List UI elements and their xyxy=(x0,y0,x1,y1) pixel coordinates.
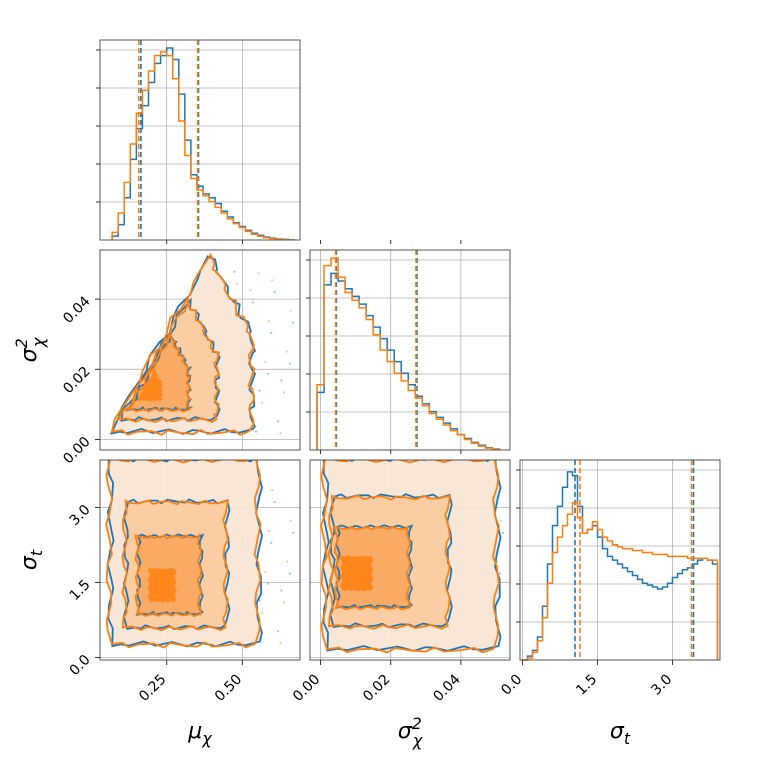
sample-point xyxy=(266,372,270,375)
sample-point xyxy=(249,289,252,292)
density-fill-series-2 xyxy=(147,567,177,603)
sample-point xyxy=(257,272,260,275)
sample-point xyxy=(273,291,276,294)
sample-point xyxy=(264,360,267,363)
sample-point xyxy=(498,572,501,575)
sample-point xyxy=(499,519,502,522)
x-axis-label-sigma-t: σt xyxy=(610,719,631,748)
histogram-series-1 xyxy=(522,471,719,661)
x-axis-label-sigma-chi: σ2 χ xyxy=(398,714,423,750)
sample-point xyxy=(270,541,273,545)
sample-point xyxy=(264,570,267,573)
sample-point xyxy=(260,611,264,614)
contour-series-1 xyxy=(135,533,205,617)
marginal-mu xyxy=(96,40,300,241)
contour-series-2 xyxy=(320,460,500,654)
sample-point xyxy=(271,279,274,282)
sample-point xyxy=(266,582,270,585)
x-tick-label: 0.04 xyxy=(430,671,463,704)
contour-series-2 xyxy=(105,460,262,649)
marginal-st xyxy=(516,460,720,661)
x-axis-label-mu: μχ xyxy=(187,719,212,748)
contour-series-2 xyxy=(116,298,220,424)
joint-mu-s2 xyxy=(100,250,300,450)
x-tick-label: 0.0 xyxy=(498,672,525,699)
sample-point xyxy=(288,362,291,365)
joint-s2-st xyxy=(310,460,510,660)
joint-mu-st xyxy=(100,460,300,660)
sample-point xyxy=(279,432,282,435)
joint-frame xyxy=(99,249,301,451)
marginal-frame xyxy=(519,459,721,661)
y-tick-label: 3.0 xyxy=(67,502,94,529)
marginal-frame xyxy=(309,249,511,451)
y-tick-label: 1.5 xyxy=(67,577,94,604)
sample-point xyxy=(292,321,295,324)
histogram-series-2 xyxy=(522,501,719,661)
sample-point xyxy=(276,630,280,633)
sample-point xyxy=(260,401,264,404)
joint-frame xyxy=(99,459,301,661)
sample-point xyxy=(267,319,270,323)
sample-point xyxy=(282,391,286,394)
y-axis-label-sigma-t: σt xyxy=(17,549,46,570)
sample-point xyxy=(289,309,292,312)
sample-point xyxy=(233,270,236,273)
contour-series-2 xyxy=(125,332,192,413)
contour-series-2 xyxy=(333,524,412,611)
sample-point xyxy=(502,531,505,534)
sample-point xyxy=(282,601,286,604)
sample-point xyxy=(276,420,280,423)
histogram-series-2 xyxy=(316,257,501,450)
marginal-s2 xyxy=(306,250,510,450)
x-tick-label: 1.5 xyxy=(573,672,600,699)
x-tick-label: 0.50 xyxy=(212,672,245,705)
sample-point xyxy=(271,489,274,492)
y-axis-label-sigma-chi: σ2χ xyxy=(12,337,48,362)
sample-point xyxy=(270,331,273,334)
contour-series-2 xyxy=(327,494,452,630)
y-tick-label: 0.0 xyxy=(67,652,94,679)
contour-series-2 xyxy=(121,498,230,632)
x-tick-label: 0.02 xyxy=(360,672,393,705)
marginal-frame xyxy=(99,39,301,241)
sample-point xyxy=(279,642,282,645)
contour-series-1 xyxy=(334,524,414,610)
sample-point xyxy=(288,572,291,575)
sample-point xyxy=(251,301,254,304)
histogram-series-1 xyxy=(316,272,501,450)
density-fill-series-2 xyxy=(340,555,374,592)
sample-point xyxy=(280,589,283,592)
contour-series-2 xyxy=(134,533,203,618)
sample-point xyxy=(235,282,238,285)
density-fill-series-2 xyxy=(137,368,164,402)
y-tick-label: 0.02 xyxy=(60,364,93,397)
contour-series-2 xyxy=(110,252,256,436)
sample-point xyxy=(286,350,289,353)
y-tick-label: 0.04 xyxy=(60,293,93,326)
joint-frame xyxy=(309,459,511,661)
sample-point xyxy=(280,379,283,382)
sample-point xyxy=(273,501,276,504)
sample-point xyxy=(255,430,258,433)
sample-point xyxy=(258,389,261,392)
sample-point xyxy=(289,519,292,522)
x-tick-label: 3.0 xyxy=(648,672,675,699)
sample-point xyxy=(496,560,499,563)
sample-point xyxy=(286,560,289,563)
x-tick-label: 0.00 xyxy=(290,672,323,705)
sample-point xyxy=(292,531,295,534)
sample-point xyxy=(267,529,270,533)
histogram-series-2 xyxy=(111,51,295,241)
y-tick-label: 0.00 xyxy=(60,434,93,467)
x-tick-label: 0.25 xyxy=(136,672,169,705)
